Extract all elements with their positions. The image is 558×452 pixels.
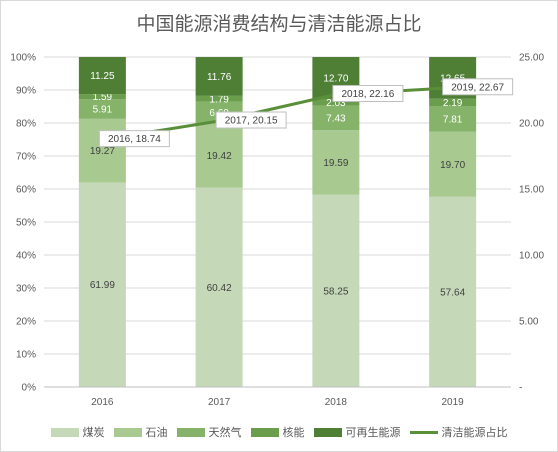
legend-color-swatch: [313, 427, 342, 437]
bar-segment: [78, 94, 126, 100]
bar-segment: [429, 196, 477, 387]
y-left-tick-label: 20%: [16, 317, 36, 328]
legend-item: 天然气: [176, 424, 242, 440]
legend-label: 核能: [282, 426, 305, 439]
data-label: 2018, 22.16: [341, 89, 394, 100]
bar-segment: [195, 187, 243, 387]
bar-segment-label: 61.99: [90, 280, 115, 291]
bar-segment: [195, 57, 243, 96]
legend-label: 可再生能源: [345, 426, 401, 439]
x-axis: 2016 2017 2018 2019: [44, 386, 511, 408]
bar-segment: [78, 99, 126, 119]
legend-item: 可再生能源: [313, 424, 401, 440]
bar-segment: [195, 123, 243, 188]
bar-segment-label: 2.03: [326, 98, 346, 109]
clean-energy-line-group: 2016, 18.74 2017, 20.15 2018, 22.16 2019, 2…: [98, 78, 514, 148]
legend: 煤炭 石油 天然气 核能 可再生能源 清洁能源占比: [0, 424, 558, 440]
y-right-tick-label: 25.00: [519, 53, 544, 64]
bar-segment-label: 5.91: [93, 105, 113, 116]
bar-segment: [429, 106, 477, 132]
legend-line-swatch: [409, 430, 438, 434]
y-left-tick-label: 0%: [22, 383, 37, 394]
y-left-tick-label: 10%: [16, 350, 36, 361]
bar-segment: [429, 131, 477, 197]
bar-segment: [78, 56, 126, 95]
bar-segment-label: 19.27: [90, 146, 115, 157]
y-right-tick-label: 20.00: [519, 119, 544, 130]
right-axis: - 5.00 10.00 15.00 20.00 25.00: [519, 53, 544, 394]
y-left-tick-label: 70%: [16, 152, 36, 163]
legend-color-swatch: [50, 427, 79, 437]
data-label-box: [442, 78, 514, 96]
legend-color-swatch: [113, 427, 142, 437]
bar-segment: [78, 182, 126, 387]
bar-segment-label: 60.42: [207, 283, 232, 294]
y-right-tick-label: 15.00: [519, 185, 544, 196]
x-tick-label: 2016: [91, 397, 114, 408]
legend-color-swatch: [176, 427, 205, 437]
y-left-tick-label: 80%: [16, 119, 36, 130]
left-axis: 0% 10% 20% 30% 40% 50% 60% 70% 80% 90% 100%: [10, 53, 36, 394]
data-label-box: [215, 111, 287, 129]
y-right-tick-label: 10.00: [519, 251, 544, 262]
legend-label: 煤炭: [82, 426, 105, 439]
bar-segment-label: 57.64: [440, 287, 465, 298]
legend-item: 煤炭: [50, 424, 105, 440]
bar-segment-label: 1.79: [209, 94, 229, 105]
y-left-tick-label: 60%: [16, 185, 36, 196]
legend-color-swatch: [250, 427, 279, 437]
bar-segment: [429, 98, 477, 107]
bar-segment: [312, 105, 360, 131]
y-right-tick-label: 5.00: [519, 317, 539, 328]
bar-segment-label: 1.59: [93, 92, 113, 103]
bar-segment-label: 7.43: [326, 113, 346, 124]
legend-label: 石油: [145, 426, 168, 439]
data-label-box: [332, 84, 404, 102]
bar-segment: [312, 98, 360, 106]
bar-segment-label: 11.25: [90, 71, 115, 82]
x-tick-label: 2017: [208, 397, 231, 408]
legend-item: 核能: [250, 424, 305, 440]
chart-title: 中国能源消费结构与清洁能源占比: [136, 13, 422, 35]
data-label-box: [98, 130, 170, 148]
x-tick-label: 2018: [325, 397, 348, 408]
data-label: 2016, 18.74: [108, 134, 161, 145]
bar-segment-label: 58.25: [323, 286, 348, 297]
data-label: 2017, 20.15: [225, 116, 278, 127]
bar-segment: [312, 194, 360, 387]
data-label: 2019, 22.67: [451, 82, 504, 93]
bar-segment-label: 19.59: [323, 158, 348, 169]
legend-label: 清洁能源占比: [441, 426, 508, 439]
bar-segment: [195, 95, 243, 102]
y-left-tick-label: 50%: [16, 218, 36, 229]
bar-segment: [312, 130, 360, 195]
bar-segment: [78, 118, 126, 183]
bar-segment-label: 12.70: [323, 73, 348, 84]
legend-item: 石油: [113, 424, 168, 440]
bar-segment-label: 19.42: [207, 151, 232, 162]
y-left-tick-label: 100%: [10, 53, 36, 64]
y-left-tick-label: 40%: [16, 251, 36, 262]
bar-segment-label: 11.76: [207, 72, 232, 83]
y-left-tick-label: 30%: [16, 284, 36, 295]
legend-item: 清洁能源占比: [409, 424, 508, 440]
y-right-tick-label: -: [519, 383, 522, 394]
y-left-tick-label: 90%: [16, 86, 36, 97]
bar-segment-label: 19.70: [440, 160, 465, 171]
bar-segment-label: 7.81: [443, 114, 463, 125]
x-tick-label: 2019: [442, 397, 465, 408]
legend-label: 天然气: [208, 426, 242, 439]
bar-segment-label: 2.19: [443, 98, 463, 109]
